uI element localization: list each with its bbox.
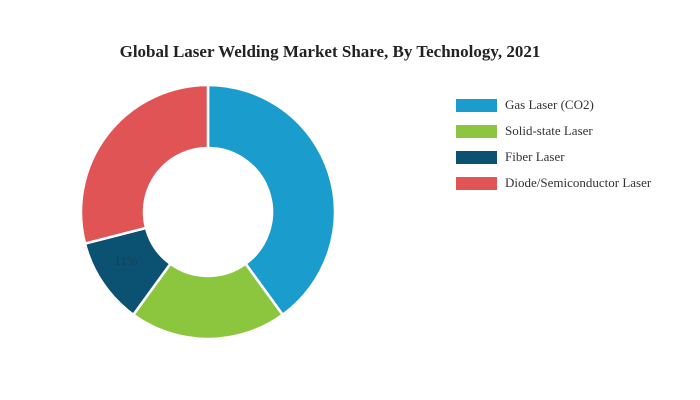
legend-label: Solid-state Laser [505,123,593,138]
legend-swatch [456,98,497,112]
chart-legend: Gas Laser (CO2) Solid-state Laser Fiber La… [456,92,651,196]
slice-data-label: 11% [114,253,138,268]
donut-slice[interactable] [79,83,210,246]
legend-label: Diode/Semiconductor Laser [505,175,652,190]
chart-title: Global Laser Welding Market Share, By Te… [119,42,541,61]
legend-item[interactable]: Solid-state Laser [456,118,651,144]
legend-swatch [456,124,497,138]
legend-label: Gas Laser (CO2) [505,97,594,112]
legend-label: Fiber Laser [505,149,565,164]
legend-item[interactable]: Gas Laser (CO2) [456,92,651,118]
legend-item[interactable]: Fiber Laser [456,144,651,170]
legend-swatch [456,176,497,190]
donut-slice[interactable] [206,83,337,317]
legend-swatch [456,150,497,164]
legend-item[interactable]: Diode/Semiconductor Laser [456,170,651,196]
